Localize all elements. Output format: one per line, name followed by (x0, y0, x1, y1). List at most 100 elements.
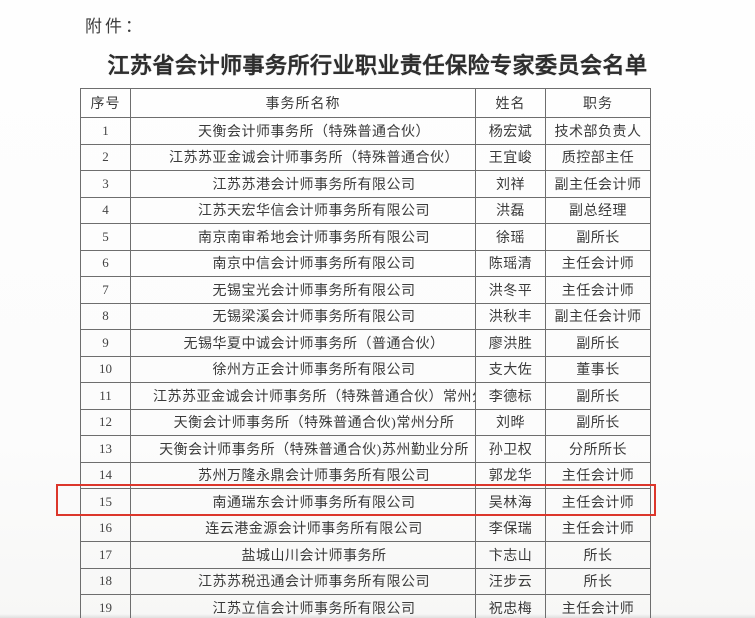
page-title: 江苏省会计师事务所行业职业责任保险专家委员会名单 (107, 53, 648, 78)
cell-row-number: 7 (80, 276, 131, 304)
cell-position: 所长 (545, 567, 651, 595)
table-row: 1 天衡会计师事务所（特殊普通合伙） 杨宏斌 技术部负责人 (80, 117, 651, 145)
table-row: 8 无锡梁溪会计师事务所有限公司 洪秋丰 副主任会计师 (80, 302, 651, 330)
cell-person-name: 刘晔 (475, 408, 546, 436)
cell-row-number: 19 (80, 594, 131, 618)
cell-row-number: 16 (80, 514, 131, 542)
cell-person-name: 洪冬平 (475, 276, 546, 304)
cell-firm-name: 江苏苏亚金诚会计师事务所（特殊普通合伙）常州分所 (130, 382, 476, 410)
cell-position: 主任会计师 (545, 461, 651, 489)
cell-position: 董事长 (545, 355, 651, 383)
scan-edge-shadow (0, 614, 755, 618)
table-header-row: 序号 事务所名称 姓名 职务 (80, 88, 651, 118)
cell-position: 技术部负责人 (545, 117, 651, 145)
cell-position: 分所所长 (545, 435, 651, 463)
cell-firm-name: 无锡华夏中诚会计师事务所（普通合伙） (130, 329, 476, 357)
cell-position: 主任会计师 (545, 514, 651, 542)
cell-person-name: 孙卫权 (475, 435, 546, 463)
cell-firm-name: 江苏天宏华信会计师事务所有限公司 (130, 196, 476, 224)
table-row: 15 南通瑞东会计师事务所有限公司 吴林海 主任会计师 (80, 488, 651, 516)
table-body: 1 天衡会计师事务所（特殊普通合伙） 杨宏斌 技术部负责人 2 江苏苏亚金诚会计师事务所（… (80, 117, 651, 618)
cell-firm-name: 天衡会计师事务所（特殊普通合伙)苏州勤业分所 (130, 435, 476, 463)
cell-row-number: 9 (80, 329, 131, 357)
cell-firm-name: 天衡会计师事务所（特殊普通合伙） (130, 117, 476, 145)
cell-position: 副主任会计师 (545, 302, 651, 330)
cell-firm-name: 江苏苏亚金诚会计师事务所（特殊普通合伙） (130, 143, 476, 171)
table-row: 17 盐城山川会计师事务所 卞志山 所长 (80, 541, 651, 569)
table-row: 13 天衡会计师事务所（特殊普通合伙)苏州勤业分所 孙卫权 分所所长 (80, 435, 651, 463)
table-header: 序号 事务所名称 姓名 职务 (80, 88, 651, 118)
cell-row-number: 18 (80, 567, 131, 595)
cell-firm-name: 江苏苏港会计师事务所有限公司 (130, 170, 476, 198)
cell-person-name: 卞志山 (475, 541, 546, 569)
cell-person-name: 李保瑞 (475, 514, 546, 542)
cell-position: 质控部主任 (545, 143, 651, 171)
column-header-firm: 事务所名称 (130, 88, 476, 118)
cell-person-name: 廖洪胜 (475, 329, 546, 357)
cell-position: 主任会计师 (545, 594, 651, 618)
cell-position: 副所长 (545, 223, 651, 251)
cell-row-number: 14 (80, 461, 131, 489)
column-header-name: 姓名 (475, 88, 546, 118)
cell-firm-name: 江苏立信会计师事务所有限公司 (130, 594, 476, 618)
cell-person-name: 吴林海 (475, 488, 546, 516)
table-row: 19 江苏立信会计师事务所有限公司 祝忠梅 主任会计师 (80, 594, 651, 618)
cell-person-name: 刘祥 (475, 170, 546, 198)
cell-position: 主任会计师 (545, 276, 651, 304)
cell-row-number: 4 (80, 196, 131, 224)
cell-person-name: 陈瑶清 (475, 249, 546, 277)
table-row: 6 南京中信会计师事务所有限公司 陈瑶清 主任会计师 (80, 249, 651, 277)
cell-firm-name: 无锡梁溪会计师事务所有限公司 (130, 302, 476, 330)
cell-firm-name: 南通瑞东会计师事务所有限公司 (130, 488, 476, 516)
cell-person-name: 王宜峻 (475, 143, 546, 171)
table-row: 7 无锡宝光会计师事务所有限公司 洪冬平 主任会计师 (80, 276, 651, 304)
cell-position: 副总经理 (545, 196, 651, 224)
table-row: 2 江苏苏亚金诚会计师事务所（特殊普通合伙） 王宜峻 质控部主任 (80, 143, 651, 171)
cell-row-number: 1 (80, 117, 131, 145)
cell-row-number: 13 (80, 435, 131, 463)
table-row: 4 江苏天宏华信会计师事务所有限公司 洪磊 副总经理 (80, 196, 651, 224)
cell-row-number: 11 (80, 382, 131, 410)
committee-table: 序号 事务所名称 姓名 职务 1 天衡会计师事务所（特殊普通合伙） 杨宏斌 技术部负责… (80, 88, 651, 618)
cell-firm-name: 无锡宝光会计师事务所有限公司 (130, 276, 476, 304)
table-row: 11 江苏苏亚金诚会计师事务所（特殊普通合伙）常州分所 李德标 副所长 (80, 382, 651, 410)
table-row: 14 苏州万隆永鼎会计师事务所有限公司 郭龙华 主任会计师 (80, 461, 651, 489)
cell-firm-name: 江苏苏税迅通会计师事务所有限公司 (130, 567, 476, 595)
table-row: 9 无锡华夏中诚会计师事务所（普通合伙） 廖洪胜 副所长 (80, 329, 651, 357)
table-row: 16 连云港金源会计师事务所有限公司 李保瑞 主任会计师 (80, 514, 651, 542)
table-row: 10 徐州方正会计师事务所有限公司 支大佐 董事长 (80, 355, 651, 383)
cell-person-name: 李德标 (475, 382, 546, 410)
cell-row-number: 2 (80, 143, 131, 171)
cell-row-number: 10 (80, 355, 131, 383)
cell-person-name: 祝忠梅 (475, 594, 546, 618)
cell-row-number: 15 (80, 488, 131, 516)
table-row: 5 南京南审希地会计师事务所有限公司 徐瑶 副所长 (80, 223, 651, 251)
cell-position: 副所长 (545, 408, 651, 436)
cell-person-name: 郭龙华 (475, 461, 546, 489)
cell-firm-name: 徐州方正会计师事务所有限公司 (130, 355, 476, 383)
cell-position: 副主任会计师 (545, 170, 651, 198)
cell-position: 所长 (545, 541, 651, 569)
table-row: 18 江苏苏税迅通会计师事务所有限公司 汪步云 所长 (80, 567, 651, 595)
cell-firm-name: 苏州万隆永鼎会计师事务所有限公司 (130, 461, 476, 489)
cell-row-number: 6 (80, 249, 131, 277)
cell-row-number: 12 (80, 408, 131, 436)
table-row: 3 江苏苏港会计师事务所有限公司 刘祥 副主任会计师 (80, 170, 651, 198)
table-row: 12 天衡会计师事务所（特殊普通合伙)常州分所 刘晔 副所长 (80, 408, 651, 436)
cell-row-number: 17 (80, 541, 131, 569)
cell-firm-name: 天衡会计师事务所（特殊普通合伙)常州分所 (130, 408, 476, 436)
cell-firm-name: 连云港金源会计师事务所有限公司 (130, 514, 476, 542)
cell-firm-name: 南京南审希地会计师事务所有限公司 (130, 223, 476, 251)
cell-row-number: 3 (80, 170, 131, 198)
attachment-label: 附件： (85, 17, 145, 36)
cell-firm-name: 盐城山川会计师事务所 (130, 541, 476, 569)
cell-row-number: 5 (80, 223, 131, 251)
cell-person-name: 汪步云 (475, 567, 546, 595)
cell-row-number: 8 (80, 302, 131, 330)
cell-person-name: 徐瑶 (475, 223, 546, 251)
cell-person-name: 杨宏斌 (475, 117, 546, 145)
column-header-index: 序号 (80, 88, 131, 118)
cell-position: 副所长 (545, 382, 651, 410)
cell-position: 主任会计师 (545, 249, 651, 277)
